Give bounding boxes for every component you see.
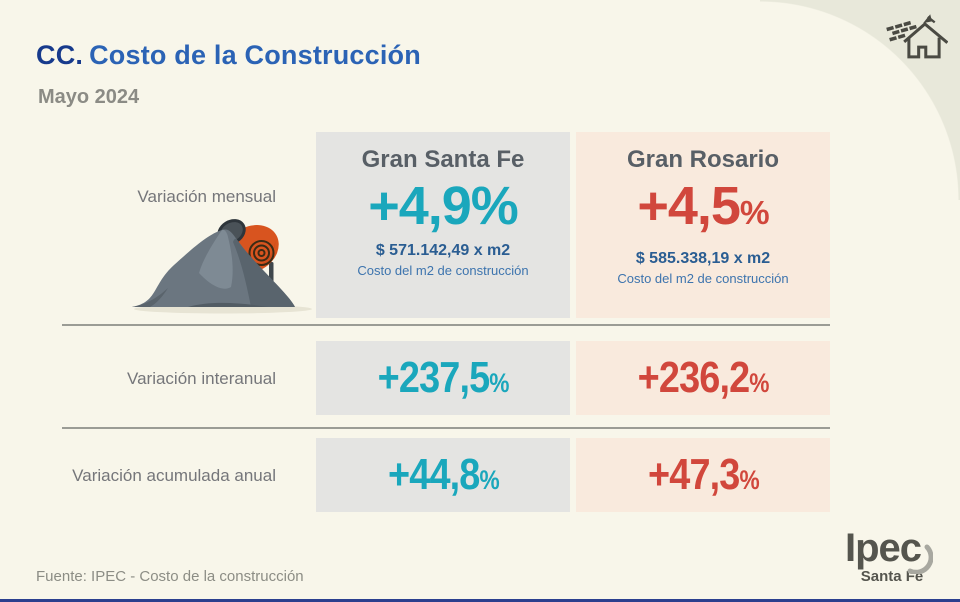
percent-sign: % bbox=[739, 465, 759, 495]
monthly-number: +4,9 bbox=[368, 176, 472, 236]
percent-sign: % bbox=[489, 368, 509, 398]
price-caption-gran-rosario: Costo del m2 de construcción bbox=[617, 271, 789, 286]
yearly-number: +237,5 bbox=[377, 353, 490, 402]
ipec-logo-subtext: Santa Fe bbox=[860, 568, 924, 585]
page-title: CC. Costo de la Construcción bbox=[36, 40, 421, 71]
yearly-number: +236,2 bbox=[637, 353, 750, 402]
price-caption-gran-santa-fe: Costo del m2 de construcción bbox=[357, 263, 529, 278]
house-under-construction-icon bbox=[884, 12, 949, 68]
title-prefix: CC. bbox=[36, 40, 84, 70]
accumulated-number: +47,3 bbox=[647, 450, 740, 499]
panel-gran-rosario: Gran Rosario +4,5% $ 585.338,19 x m2 Cos… bbox=[576, 132, 830, 318]
yearly-cell-gran-rosario: +236,2% bbox=[576, 341, 830, 415]
column-header-gran-santa-fe: Gran Santa Fe bbox=[361, 146, 525, 173]
monthly-value-gran-santa-fe: +4,9% bbox=[316, 178, 570, 234]
row-label-accumulated: Variación acumulada anual bbox=[72, 466, 276, 485]
cement-mixer-illustration bbox=[128, 203, 316, 321]
accumulated-number: +44,8 bbox=[387, 450, 480, 499]
accumulated-cell-gran-santa-fe: +44,8% bbox=[316, 438, 570, 512]
period-subtitle: Mayo 2024 bbox=[38, 86, 140, 108]
percent-sign: % bbox=[749, 368, 769, 398]
monthly-number: +4,5 bbox=[637, 176, 741, 236]
row-label-yearly: Variación interanual bbox=[127, 369, 276, 388]
ipec-wordmark: Ipec bbox=[844, 526, 922, 570]
percent-sign: % bbox=[739, 195, 770, 232]
row-label-monthly: Variación mensual bbox=[137, 187, 276, 206]
panel-gran-santa-fe: Gran Santa Fe +4,9% $ 571.142,49 x m2 Co… bbox=[316, 132, 570, 318]
yearly-cell-gran-santa-fe: +237,5% bbox=[316, 341, 570, 415]
ipec-logo-text: Ipec bbox=[844, 526, 934, 574]
accumulated-cell-gran-rosario: +47,3% bbox=[576, 438, 830, 512]
horizontal-divider bbox=[62, 427, 830, 429]
ipec-logo: Ipec Santa Fe bbox=[822, 528, 944, 585]
column-header-gran-rosario: Gran Rosario bbox=[626, 146, 780, 173]
logo-swoosh-icon bbox=[907, 544, 934, 574]
monthly-value-gran-rosario: +4,5% bbox=[576, 178, 830, 242]
price-gran-santa-fe: $ 571.142,49 x m2 bbox=[375, 242, 511, 259]
percent-sign: % bbox=[479, 465, 499, 495]
title-text: Costo de la Construcción bbox=[89, 40, 421, 70]
price-gran-rosario: $ 585.338,19 x m2 bbox=[635, 250, 771, 267]
bottom-accent-line bbox=[0, 599, 960, 602]
source-text: Fuente: IPEC - Costo de la construcción bbox=[36, 568, 304, 585]
horizontal-divider bbox=[62, 324, 830, 326]
percent-sign: % bbox=[470, 176, 519, 236]
